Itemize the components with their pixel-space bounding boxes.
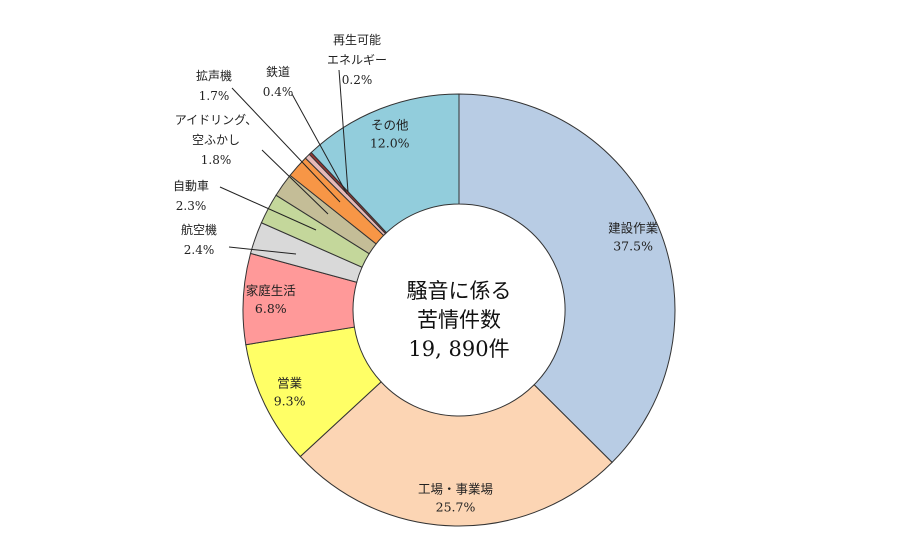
center-line-3: 19, 890件: [408, 337, 509, 361]
slice-1: [299, 381, 613, 527]
slice-label-10: その他 12.0%: [370, 118, 410, 151]
slice-name: 営業: [277, 376, 303, 391]
slice-percent: 37.5%: [613, 239, 653, 254]
slice-label-1: 工場・事業場 25.7%: [418, 482, 493, 515]
slice-percent: 25.7%: [436, 500, 476, 515]
slice-name: 工場・事業場: [418, 482, 493, 497]
slice-name: エネルギー: [327, 53, 387, 67]
slice-name: 空ふかし: [192, 133, 240, 147]
slices-layer: [242, 93, 676, 527]
slice-name: 再生可能: [333, 33, 381, 47]
slice-percent: 0.2%: [342, 73, 373, 87]
slice-label-2: 営業 9.3%: [274, 376, 306, 409]
slice-name: 家庭生活: [246, 283, 296, 298]
labels-layer: 建設作業 37.5% 工場・事業場 25.7% 営業 9.3% 家庭生活 6.8% 航空機 2.4…: [173, 33, 659, 515]
leader-line-5: [219, 186, 317, 231]
slice-percent: 1.8%: [201, 153, 232, 167]
slice-name: アイドリング、: [175, 113, 258, 127]
slice-label-4: 航空機 2.4%: [181, 222, 217, 257]
slice-percent: 9.3%: [274, 394, 306, 409]
slice-label-3: 家庭生活 6.8%: [246, 283, 296, 316]
slice-10: [310, 93, 460, 234]
leader-line-8: [291, 93, 348, 195]
leader-line-9: [338, 69, 349, 193]
slice-label-7: 拡声機 1.7%: [196, 68, 232, 103]
slice-name: 建設作業: [608, 221, 659, 236]
leader-line-4: [228, 246, 297, 255]
slice-name: その他: [371, 118, 409, 133]
slice-percent: 2.3%: [176, 199, 207, 213]
leader-line-7: [231, 87, 341, 203]
slice-label-5: 自動車 2.3%: [173, 179, 209, 213]
slice-percent: 2.4%: [184, 243, 215, 257]
center-line-2: 苦情件数: [417, 308, 501, 332]
leader-lines: [219, 69, 349, 255]
slice-name: 拡声機: [196, 68, 232, 83]
center-label: 騒音に係る 苦情件数 19, 890件: [407, 279, 512, 361]
slice-name: 鉄道: [266, 64, 290, 79]
slice-label-6: アイドリング、空ふかし 1.8%: [175, 113, 258, 167]
slice-percent: 6.8%: [255, 301, 287, 316]
slice-0: [458, 93, 676, 464]
center-line-1: 騒音に係る: [407, 279, 512, 303]
slice-name: 自動車: [173, 179, 209, 193]
slice-label-8: 鉄道 0.4%: [263, 64, 294, 99]
leader-line-6: [261, 149, 329, 215]
slice-percent: 0.4%: [263, 85, 294, 99]
slice-name: 航空機: [181, 222, 217, 237]
slice-percent: 12.0%: [370, 136, 410, 151]
slice-label-0: 建設作業 37.5%: [608, 221, 659, 254]
slice-percent: 1.7%: [199, 89, 230, 103]
